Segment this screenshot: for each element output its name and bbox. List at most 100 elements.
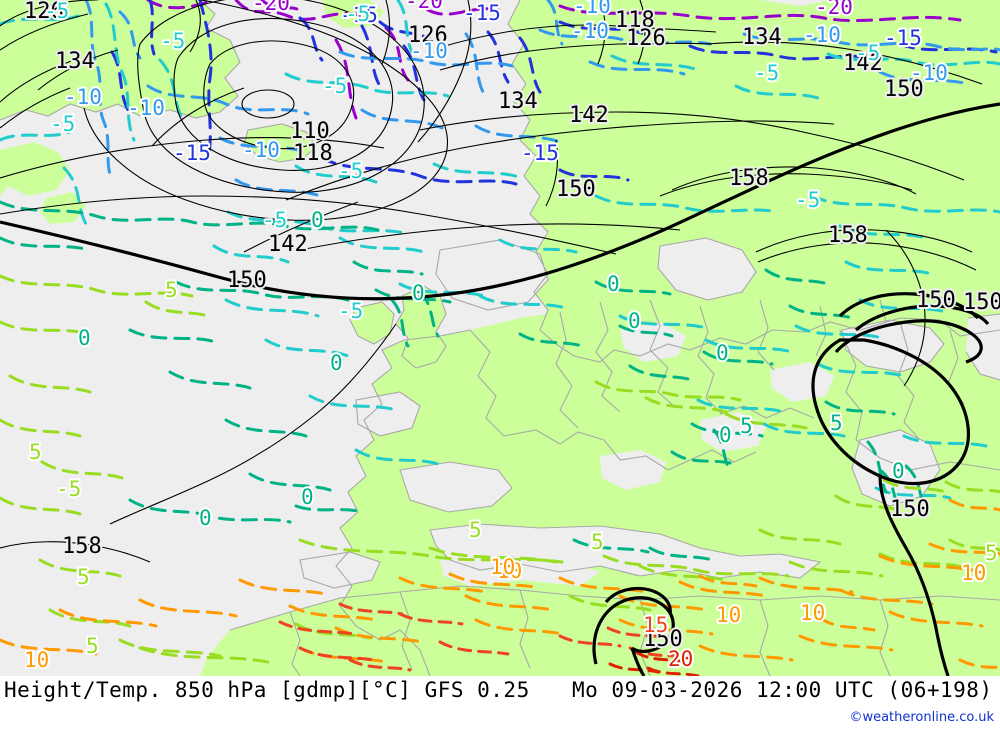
svg-text:-5: -5 — [855, 41, 880, 65]
svg-text:5: 5 — [77, 565, 90, 589]
map-canvas[interactable]: 126 126 134 134 110 110 118 118 126 126 118 118 126 1… — [0, 0, 1000, 676]
svg-text:-5: -5 — [338, 159, 363, 183]
svg-text:126: 126 — [24, 0, 64, 24]
svg-text:-20: -20 — [815, 0, 853, 19]
svg-text:5: 5 — [165, 278, 178, 302]
svg-text:10: 10 — [490, 555, 515, 579]
height-label-layer: 1261261341341101101181181261261181181261… — [22, 0, 1000, 654]
svg-text:-5: -5 — [50, 112, 75, 136]
temp-contour-label: -10-10 — [571, 0, 613, 20]
svg-text:-15: -15 — [340, 3, 378, 27]
svg-text:5: 5 — [740, 414, 753, 438]
svg-text:158: 158 — [62, 534, 102, 559]
temp-contour-label: 55 — [589, 528, 606, 556]
svg-text:150: 150 — [227, 268, 267, 293]
svg-text:-10: -10 — [571, 19, 609, 43]
svg-text:142: 142 — [569, 103, 609, 128]
temp-contour-label: -5-5 — [320, 72, 349, 100]
svg-text:5: 5 — [830, 411, 843, 435]
svg-text:0: 0 — [412, 281, 425, 305]
svg-text:5: 5 — [29, 440, 42, 464]
svg-text:-10: -10 — [571, 19, 609, 43]
footer-bar: Height/Temp. 850 hPa [gdmp][°C] GFS 0.25… — [0, 676, 1000, 733]
svg-text:0: 0 — [892, 459, 905, 483]
temp-contour-label: -5-5 — [48, 110, 77, 138]
temp-contour-label: -5-5 — [42, 0, 71, 25]
svg-text:5: 5 — [165, 278, 178, 302]
svg-text:10: 10 — [497, 559, 522, 583]
footer-credit[interactable]: ©weatheronline.co.uk — [849, 710, 994, 725]
footer-product-label: Height/Temp. 850 hPa [gdmp][°C] GFS 0.25 — [4, 678, 530, 702]
svg-text:-5: -5 — [56, 477, 81, 501]
svg-text:15: 15 — [643, 613, 668, 637]
svg-text:-20: -20 — [252, 0, 290, 15]
svg-text:-15: -15 — [521, 141, 559, 165]
svg-text:5: 5 — [985, 541, 998, 565]
svg-text:10: 10 — [716, 603, 741, 627]
temp-contour-label: -20-20 — [403, 0, 445, 15]
svg-text:110: 110 — [290, 119, 330, 144]
temp-contour-label: 00 — [197, 504, 214, 532]
svg-text:0: 0 — [716, 341, 729, 365]
svg-text:10: 10 — [497, 559, 522, 583]
temp-contour-label: -5-5 — [54, 475, 83, 503]
svg-text:0: 0 — [311, 208, 324, 232]
svg-text:-5: -5 — [338, 159, 363, 183]
svg-text:134: 134 — [742, 25, 782, 50]
temp-contour-label: -10-10 — [408, 37, 450, 65]
temp-contour-label: -10-10 — [801, 21, 843, 49]
temp-contour-label: 55 — [983, 539, 1000, 567]
temp-contour--20 — [146, 0, 962, 120]
svg-text:0: 0 — [78, 326, 91, 350]
svg-text:0: 0 — [412, 281, 425, 305]
svg-text:158: 158 — [729, 166, 769, 191]
svg-text:-5: -5 — [50, 112, 75, 136]
svg-text:126: 126 — [24, 0, 64, 24]
svg-text:134: 134 — [55, 49, 95, 74]
temp-contour-label: -15-15 — [338, 1, 380, 29]
svg-text:150: 150 — [643, 627, 683, 652]
svg-text:150: 150 — [963, 290, 1000, 315]
svg-text:-10: -10 — [573, 0, 611, 18]
svg-text:0: 0 — [719, 423, 732, 447]
svg-text:158: 158 — [828, 223, 868, 248]
svg-text:-15: -15 — [884, 26, 922, 50]
temp-contour-label: 55 — [84, 632, 101, 660]
svg-text:-20: -20 — [405, 0, 443, 13]
svg-text:10: 10 — [961, 561, 986, 585]
svg-text:10: 10 — [716, 603, 741, 627]
svg-text:-10: -10 — [803, 23, 841, 47]
svg-text:0: 0 — [716, 341, 729, 365]
svg-text:-5: -5 — [795, 188, 820, 212]
svg-text:118: 118 — [615, 8, 655, 33]
svg-text:0: 0 — [628, 309, 641, 333]
svg-text:-20: -20 — [252, 0, 290, 15]
svg-text:0: 0 — [892, 459, 905, 483]
svg-text:118: 118 — [615, 8, 655, 33]
temp-contour-label: 55 — [163, 276, 180, 304]
svg-text:-15: -15 — [340, 3, 378, 27]
temp-contour-label: -5-5 — [260, 206, 289, 234]
temp-contour-label: 00 — [410, 279, 427, 307]
svg-text:-10: -10 — [410, 39, 448, 63]
svg-text:-5: -5 — [262, 208, 287, 232]
svg-text:-15: -15 — [173, 141, 211, 165]
svg-text:-15: -15 — [173, 141, 211, 165]
svg-text:126: 126 — [626, 26, 666, 51]
temp-contour-label: 00 — [76, 324, 93, 352]
svg-text:150: 150 — [963, 290, 1000, 315]
svg-text:-10: -10 — [910, 61, 948, 85]
svg-text:142: 142 — [569, 103, 609, 128]
svg-text:-10: -10 — [242, 138, 280, 162]
